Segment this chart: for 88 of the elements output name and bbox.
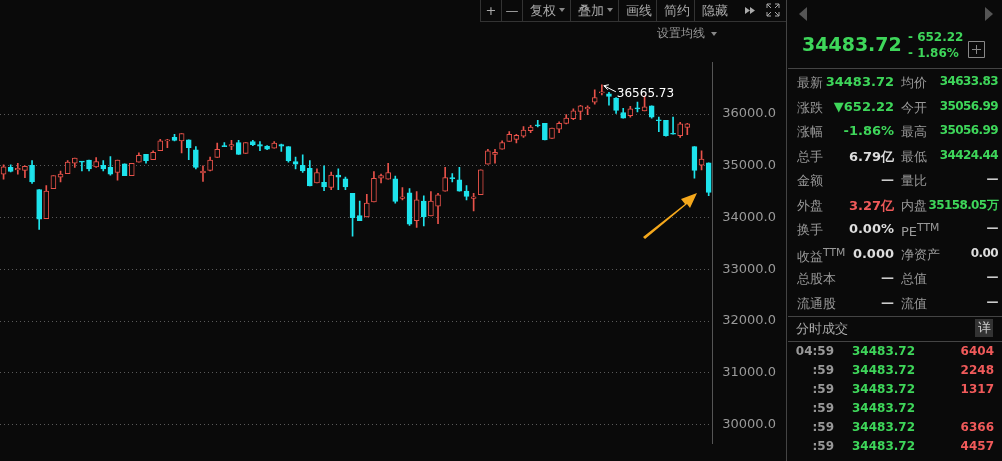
text: 复权: [530, 3, 556, 18]
candlestick: [655, 116, 662, 132]
y-tick-label: 32000.0: [722, 312, 777, 328]
text: 总股本: [797, 270, 836, 288]
text: 3.27亿: [848, 196, 894, 215]
text: 详: [975, 319, 993, 337]
text: 34483.72: [852, 344, 916, 358]
candlestick: [670, 116, 676, 135]
text: 35056.99: [939, 98, 998, 113]
y-tick-label: 31000.0: [722, 364, 777, 380]
text: 隐藏: [702, 3, 728, 18]
text: PE$^{TTM}$: [901, 221, 940, 240]
text: - 652.22: [908, 30, 964, 44]
text: 内盘: [901, 196, 927, 215]
text: 0.00%: [848, 221, 894, 236]
text: 流值: [901, 294, 927, 313]
candlestick: [449, 173, 456, 183]
text: 最高: [901, 123, 927, 141]
text: 叠加: [578, 3, 604, 18]
text: 34483.72: [852, 401, 916, 415]
text: 总手: [797, 147, 823, 166]
text: - 1.86%: [908, 46, 959, 60]
text: 今开: [901, 98, 927, 117]
text: 6404: [960, 344, 994, 358]
text: —: [505, 3, 519, 18]
text: —: [881, 270, 894, 285]
text: 35158.05万: [928, 196, 998, 214]
text: 最新: [797, 74, 823, 92]
text: 最低: [901, 147, 927, 166]
text: 外盘: [797, 196, 823, 215]
text: —: [986, 221, 998, 235]
text: 6.79亿: [848, 147, 894, 166]
text: 总值: [901, 270, 927, 288]
text: 34483.72: [802, 33, 902, 55]
text: -1.86%: [843, 123, 894, 138]
text: 流通股: [797, 294, 836, 313]
text: 分时成交: [796, 320, 848, 338]
text: :59: [812, 382, 834, 396]
text: —: [986, 172, 998, 186]
text: 6366: [960, 420, 994, 434]
text: 换手: [797, 221, 823, 239]
candlestick: [492, 148, 498, 164]
text: :59: [812, 420, 834, 434]
text: 4457: [960, 439, 994, 453]
candlestick: [321, 165, 327, 191]
text: 34483.72: [852, 420, 916, 434]
text: 收益$^{TTM}$: [797, 245, 846, 266]
text: 设置均线: [657, 25, 705, 42]
text: —: [881, 294, 894, 310]
y-tick-label: 35000.0: [722, 157, 777, 173]
y-tick-label: 33000.0: [722, 260, 777, 276]
text: 34483.72: [825, 74, 894, 89]
candlestick: [257, 141, 263, 152]
text: 0.000: [852, 245, 894, 261]
text: 涨跌: [797, 98, 823, 117]
text: 34424.44: [939, 147, 998, 162]
text: :59: [812, 363, 834, 377]
text: 34483.72: [852, 382, 916, 396]
y-tick-label: 30000.0: [722, 415, 777, 431]
y-tick-label: 36000.0: [722, 105, 777, 121]
text: ▼652.22: [833, 98, 894, 114]
text: 1317: [960, 382, 994, 396]
text: :59: [812, 439, 834, 453]
text: 0.00: [970, 245, 998, 260]
text: —: [986, 270, 998, 284]
candlestick: [335, 168, 342, 190]
y-tick-label: 34000.0: [722, 208, 777, 224]
text: 34633.83: [939, 74, 998, 88]
text: 35056.99: [939, 123, 998, 137]
text: 2248: [960, 363, 994, 377]
text: :59: [812, 401, 834, 415]
text: —: [986, 294, 998, 309]
candlestick: [79, 160, 85, 172]
annotation: 36565.73: [616, 85, 675, 100]
text: 34483.72: [852, 439, 916, 453]
text: 量比: [901, 172, 927, 190]
text: 净资产: [901, 245, 940, 264]
candlestick: [599, 84, 605, 96]
text: +: [485, 3, 497, 18]
text: 04:59: [795, 344, 834, 358]
text: —: [881, 172, 894, 187]
candlestick: [534, 119, 541, 128]
text: 涨幅: [797, 123, 823, 141]
text: 画线: [626, 3, 652, 18]
text: 简约: [664, 3, 690, 18]
text: 均价: [901, 74, 927, 92]
text: 金额: [797, 172, 823, 190]
text: 34483.72: [852, 363, 916, 377]
